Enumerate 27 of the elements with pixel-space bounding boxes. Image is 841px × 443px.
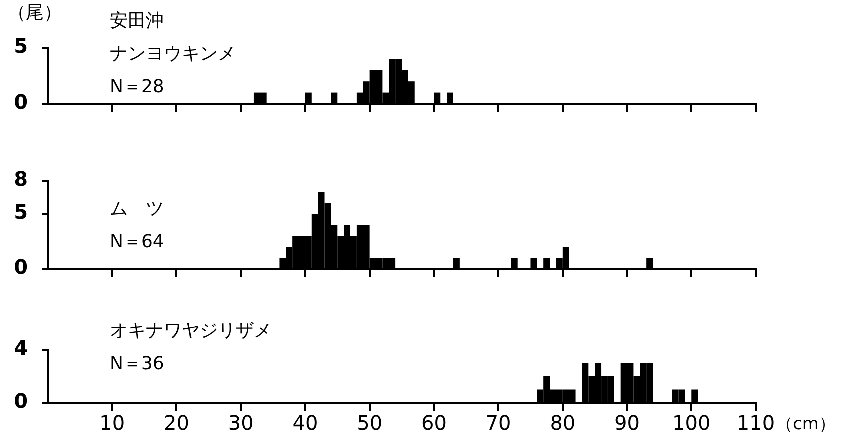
annotation: N＝28 — [110, 76, 164, 98]
y-tick-label: 8 — [14, 167, 28, 192]
x-tick-label: 100 — [672, 411, 711, 436]
annotation: N＝36 — [110, 354, 164, 375]
y-axis-title: （尾） — [8, 2, 62, 24]
x-tick-label: 60 — [421, 411, 447, 436]
x-tick-label: 80 — [550, 411, 576, 436]
x-tick-label: 70 — [486, 411, 512, 436]
annotation: N＝64 — [110, 232, 164, 253]
x-tick-label: 40 — [292, 411, 318, 436]
annotation: ナンヨウキンメ — [110, 44, 236, 65]
y-tick-label: 0 — [14, 255, 28, 280]
x-tick-label: 30 — [228, 411, 254, 436]
x-tick-label: 20 — [164, 411, 190, 436]
x-tick-label: 110 — [736, 411, 776, 436]
y-tick-label: 0 — [14, 90, 28, 114]
y-tick-label: 0 — [14, 389, 28, 414]
x-axis-title: （cm） — [776, 414, 836, 434]
x-tick-label: 90 — [614, 411, 640, 436]
y-tick-label: 5 — [14, 200, 28, 224]
x-tick-label: 50 — [357, 411, 383, 436]
y-tick-label: 5 — [14, 34, 28, 58]
text: オキナワヤジリザメ — [110, 320, 272, 342]
text: 安田沖 — [110, 10, 164, 32]
x-tick-label: 10 — [100, 411, 126, 436]
y-tick-label: 4 — [14, 336, 28, 360]
annotation: ム ツ — [110, 198, 164, 220]
